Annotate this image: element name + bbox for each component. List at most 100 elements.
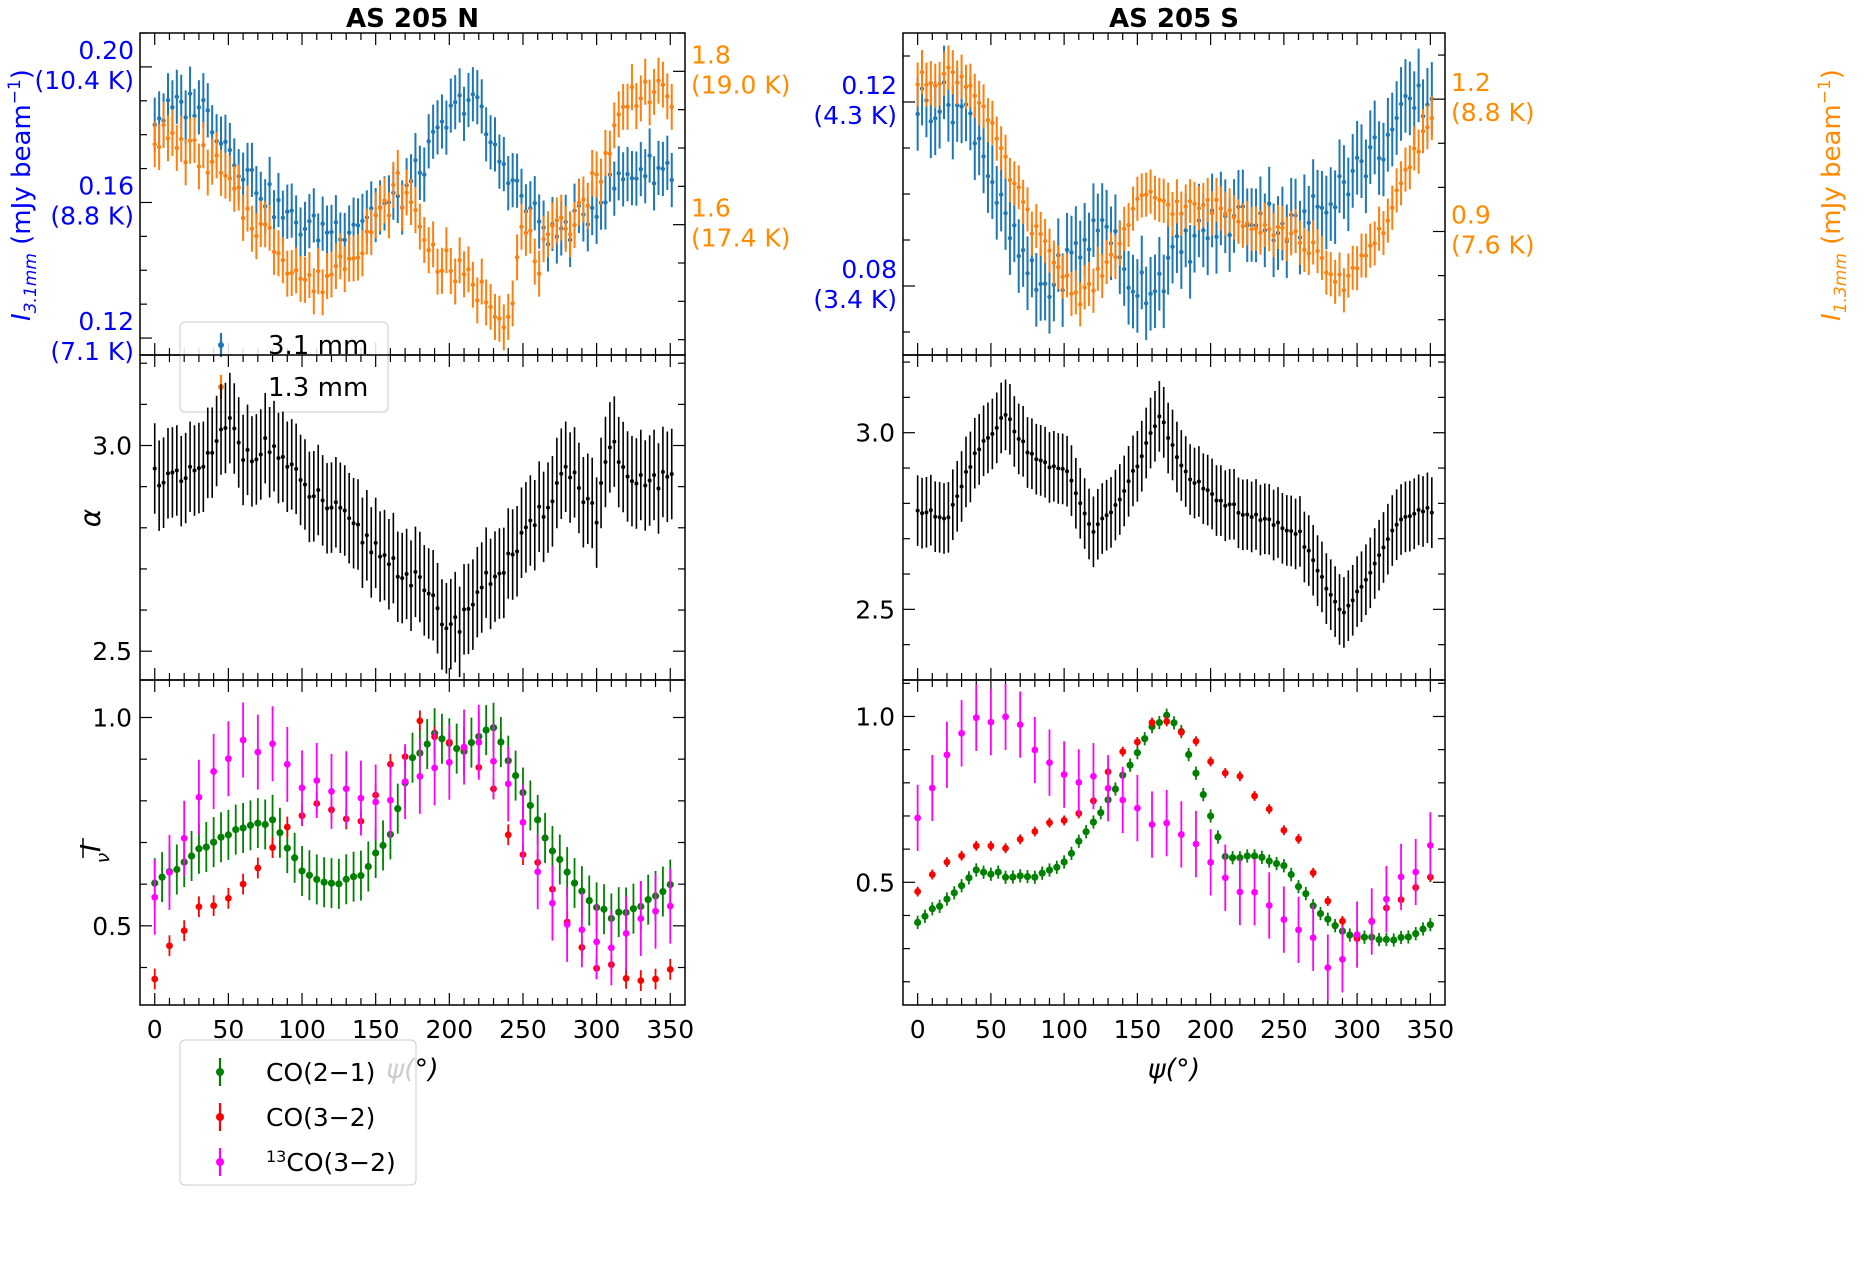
- N-intensity-point: [276, 197, 281, 203]
- S-lines-series-co-2-1-: [914, 708, 1434, 947]
- S-alpha-point: [933, 514, 938, 519]
- N-intensity-point: [302, 277, 308, 282]
- S-intensity-point: [933, 116, 938, 121]
- S-alpha-point: [1271, 523, 1276, 528]
- legend-marker: [216, 1158, 224, 1166]
- N-lines-point: [269, 844, 276, 851]
- N-intensity-point: [218, 141, 224, 146]
- N-alpha-point: [249, 459, 254, 464]
- N-intensity-point: [346, 256, 352, 261]
- S-intensity-point: [1359, 158, 1364, 164]
- S-intensity-point: [1205, 236, 1210, 241]
- N-intensity-point: [620, 104, 626, 110]
- N-intensity-point: [399, 205, 405, 211]
- N-intensity-point: [576, 200, 582, 205]
- S-alpha-point: [1012, 429, 1017, 434]
- S-alpha-point: [920, 511, 925, 516]
- S-intensity-point: [972, 93, 977, 98]
- S-alpha-point: [1034, 457, 1039, 462]
- S-intensity-point: [1271, 232, 1276, 238]
- N-intensity-point: [236, 185, 241, 190]
- S-intensity-point: [968, 83, 973, 88]
- N-lines-point: [526, 801, 534, 810]
- S-lines-point: [1192, 737, 1200, 745]
- S-intensity-point: [919, 69, 925, 75]
- S-alpha-point: [1152, 424, 1157, 429]
- N-intensity-point: [470, 282, 476, 287]
- N-intensity-point: [174, 94, 180, 100]
- S-intensity-point: [1148, 291, 1153, 296]
- N-lines-point: [534, 868, 542, 876]
- S-alpha-point: [1227, 502, 1232, 507]
- N-alpha-point: [382, 553, 387, 558]
- S-intensity-point: [959, 74, 964, 79]
- S-lines-point: [1046, 819, 1053, 827]
- S-alpha-point: [1201, 486, 1206, 491]
- S-intensity-point: [1280, 225, 1285, 231]
- N-intensity-point: [541, 236, 546, 242]
- S-lines-ytick-label: 1.0: [855, 702, 895, 731]
- S-intensity-ytick-label-right: 1.2: [1451, 68, 1491, 97]
- S-intensity-axes-box: [902, 32, 1446, 356]
- N-alpha-point: [448, 622, 453, 627]
- N-alpha-point: [572, 470, 577, 475]
- S-lines-point: [965, 874, 973, 882]
- N-intensity-point: [360, 218, 365, 224]
- N-lines-xtick-label: 100: [278, 1015, 326, 1044]
- S-alpha-point: [1350, 598, 1355, 603]
- N-lines-point: [644, 896, 652, 904]
- S-intensity-point: [1354, 155, 1360, 160]
- S-intensity-point: [1332, 204, 1338, 210]
- N-lines-point: [652, 907, 659, 915]
- S-alpha-point: [1095, 522, 1100, 527]
- S-lines-xtick-label: 50: [975, 1015, 1007, 1044]
- N-alpha-point: [510, 552, 515, 557]
- S-intensity-frame: [902, 32, 1446, 356]
- S-lines-point: [1375, 935, 1383, 944]
- N-intensity-point: [417, 224, 423, 229]
- N-alpha-point: [457, 629, 462, 634]
- S-intensity-point: [963, 84, 969, 90]
- S-intensity-point: [1306, 250, 1311, 256]
- N-alpha-point: [475, 590, 480, 595]
- S-alpha-point: [1416, 507, 1421, 512]
- N-lines-point: [268, 816, 277, 824]
- S-lines-series-13co-3-2-: [914, 683, 1434, 1001]
- N-lines-point: [224, 755, 232, 763]
- S-alpha-point: [1324, 586, 1329, 591]
- S-alpha-point: [1377, 553, 1382, 558]
- N-intensity-ytick-label-left-k: (8.8 K): [50, 201, 134, 230]
- N-alpha-point: [395, 574, 400, 579]
- S-lines-xtick-label: 100: [1040, 1015, 1088, 1044]
- N-intensity-point: [448, 268, 453, 274]
- S-alpha-point: [1337, 607, 1342, 612]
- S-lines-point: [1265, 902, 1273, 909]
- N-intensity-point: [320, 290, 325, 295]
- S-lines-point: [1251, 888, 1258, 896]
- N-alpha-point: [599, 480, 604, 485]
- S-intensity-point: [1100, 217, 1105, 223]
- S-intensity-point: [1038, 231, 1043, 237]
- N-intensity-point: [585, 203, 590, 209]
- N-intensity-point: [590, 170, 595, 176]
- S-intensity-point: [1236, 219, 1241, 224]
- S-alpha-point: [1139, 454, 1144, 459]
- N-alpha-point: [585, 496, 590, 501]
- N-lines-point: [593, 938, 601, 946]
- N-lines-point: [349, 873, 358, 881]
- N-intensity-point: [492, 142, 498, 147]
- S-intensity-point: [1403, 93, 1408, 99]
- S-intensity-point: [1012, 181, 1017, 186]
- legend-label-13co32: 13CO(3−2): [266, 1147, 396, 1177]
- S-lines-point: [1360, 933, 1369, 941]
- N-alpha-point: [386, 562, 391, 567]
- S-intensity-point: [985, 118, 991, 123]
- S-intensity-point: [1350, 265, 1355, 271]
- S-intensity-point: [950, 69, 956, 75]
- S-intensity-point: [981, 104, 986, 109]
- N-intensity-point: [263, 222, 268, 227]
- N-intensity-point: [470, 92, 476, 97]
- N-intensity-point: [590, 205, 595, 211]
- S-alpha-point: [1117, 497, 1122, 502]
- S-lines-point: [1133, 749, 1141, 757]
